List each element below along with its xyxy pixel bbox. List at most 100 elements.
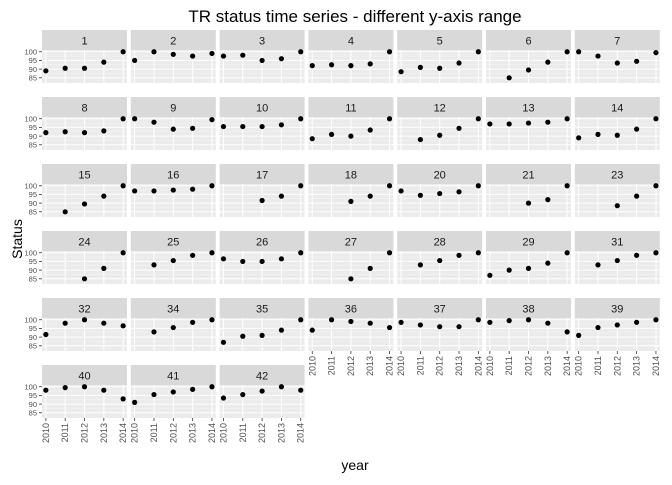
x-tick-label: 2012 — [612, 356, 622, 376]
facet-strip-label: 11 — [345, 103, 356, 115]
data-point — [398, 188, 404, 194]
facet-strip — [574, 298, 660, 318]
facet-panel-10: 10 — [219, 97, 305, 150]
y-tick-label: 90 — [29, 199, 37, 208]
data-point — [328, 62, 335, 68]
facet-panel-35: 35 — [219, 298, 305, 351]
data-point — [151, 119, 157, 125]
data-point — [132, 188, 138, 194]
x-tick-label: 2010 — [218, 423, 228, 443]
data-point — [278, 384, 285, 390]
facet-strip-label: 32 — [78, 304, 90, 316]
data-point — [653, 183, 659, 189]
facet-panel-41: 41 2010 2011 2012 2013 2014 — [130, 365, 217, 443]
data-point — [209, 250, 215, 256]
data-point — [437, 324, 443, 330]
y-tick-label: 85 — [29, 275, 37, 284]
x-tick-label: 2013 — [365, 356, 375, 376]
facet-strip — [574, 164, 660, 184]
data-point — [367, 320, 373, 326]
data-point — [209, 384, 215, 390]
data-point — [298, 183, 304, 189]
data-point — [170, 187, 176, 193]
facet-strip-label: 6 — [525, 36, 531, 48]
data-point — [170, 389, 176, 395]
facet-strip — [397, 164, 483, 184]
data-point — [132, 116, 138, 122]
facet-strip — [130, 30, 216, 50]
y-tick-label: 95 — [29, 257, 37, 266]
data-point — [259, 258, 265, 265]
x-tick-label: 2010 — [485, 356, 495, 376]
facet-strip — [308, 164, 394, 184]
facet-strip — [574, 231, 660, 251]
facet-panel-28: 28 — [397, 231, 483, 284]
data-point — [151, 329, 157, 335]
data-point — [545, 197, 551, 203]
y-tick-label: 100 — [24, 249, 37, 258]
data-point — [545, 59, 551, 65]
data-point — [309, 136, 315, 142]
x-tick-label: 2014 — [296, 423, 306, 443]
data-point — [564, 49, 570, 55]
facet-strip — [130, 231, 216, 251]
data-point — [170, 257, 176, 264]
data-point — [240, 258, 246, 265]
data-point — [62, 385, 68, 391]
data-point — [417, 64, 423, 70]
data-point — [398, 69, 404, 75]
data-point — [43, 331, 49, 338]
data-point — [62, 209, 68, 215]
data-point — [120, 49, 126, 55]
y-tick-label: 100 — [24, 48, 37, 57]
data-point — [386, 324, 393, 331]
data-point — [348, 133, 354, 139]
facet-strip-label: 29 — [522, 237, 534, 249]
data-point — [456, 60, 462, 66]
data-point — [475, 183, 481, 189]
data-point — [278, 256, 285, 262]
facet-strip — [397, 97, 483, 117]
data-point — [386, 250, 393, 256]
data-point — [614, 132, 620, 138]
data-point — [170, 51, 176, 57]
data-point — [220, 339, 227, 345]
facet-strip-label: 41 — [167, 371, 179, 383]
x-tick-label: 2011 — [60, 423, 70, 442]
data-point — [151, 391, 157, 398]
data-point — [456, 125, 462, 131]
x-tick-label: 2014 — [207, 423, 217, 443]
facet-strip-label: 37 — [434, 304, 446, 316]
x-tick-label: 2014 — [651, 356, 661, 376]
facet-strip — [130, 97, 216, 117]
y-tick-label: 95 — [29, 123, 37, 132]
facet-panel-38: 38 2010 2011 2012 2013 2014 — [485, 298, 572, 376]
facet-strip — [42, 164, 127, 184]
facet-panel-18: 18 — [308, 164, 394, 217]
facet-strip-label: 31 — [611, 237, 623, 249]
data-point — [120, 250, 126, 256]
data-point — [101, 59, 107, 65]
facet-strip — [42, 30, 127, 50]
data-point — [309, 63, 315, 69]
data-point — [170, 126, 176, 132]
data-point — [487, 121, 493, 127]
facet-panel-14: 14 — [574, 97, 660, 150]
facet-panel-2: 2 — [130, 30, 216, 83]
facet-strip-label: 36 — [345, 304, 357, 316]
facet-strip-label: 5 — [437, 36, 443, 48]
y-tick-label: 90 — [29, 132, 37, 141]
facet-strip — [42, 231, 127, 251]
data-point — [209, 117, 215, 123]
data-point — [614, 257, 620, 264]
facet-panel-25: 25 — [130, 231, 216, 284]
data-point — [278, 193, 285, 199]
data-point — [456, 324, 462, 330]
facet-strip-label: 3 — [259, 36, 265, 48]
data-point — [348, 63, 354, 69]
data-point — [328, 317, 335, 323]
facet-strip-label: 8 — [81, 103, 87, 115]
data-point — [348, 318, 354, 325]
data-point — [576, 135, 582, 141]
